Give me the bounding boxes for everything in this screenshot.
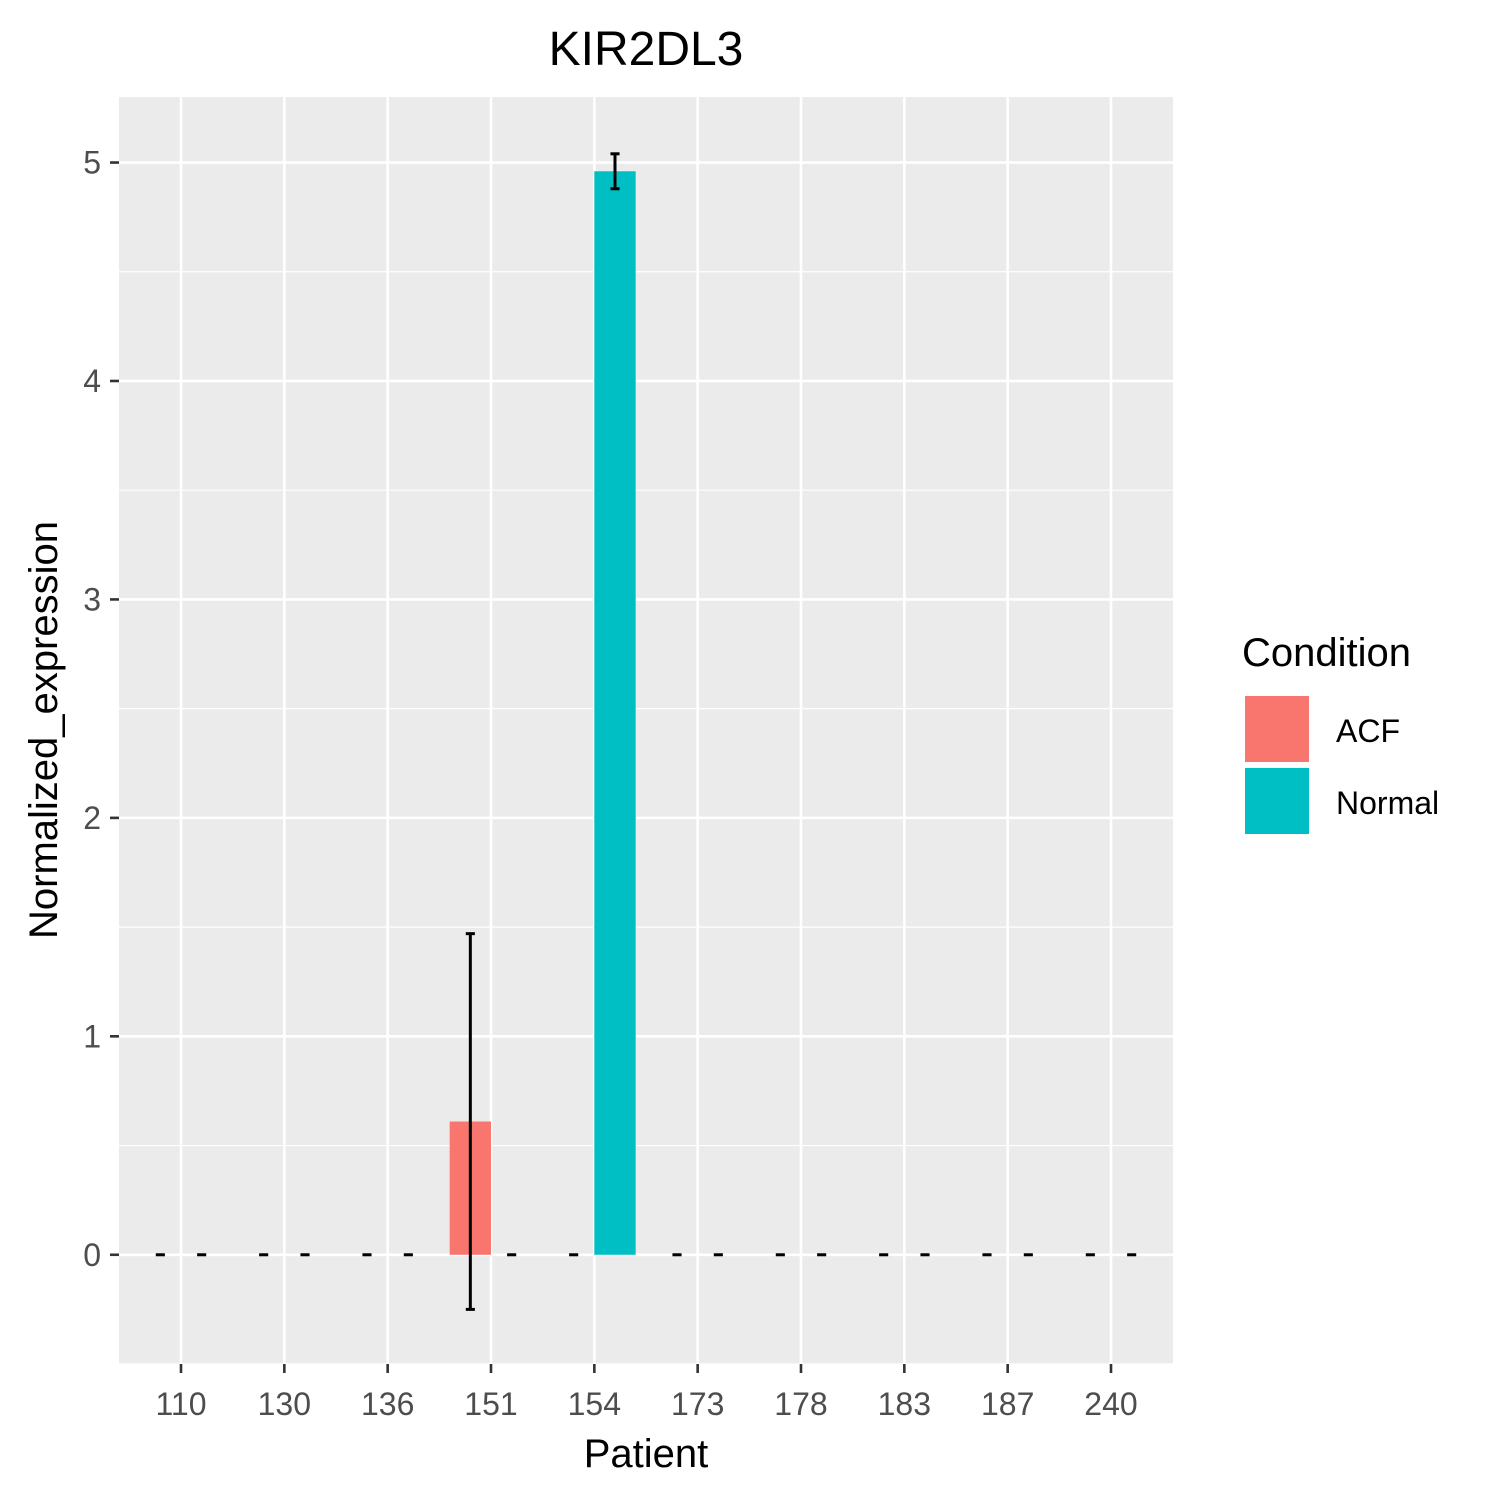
x-tick-label: 173 bbox=[671, 1386, 724, 1422]
x-tick-label: 136 bbox=[361, 1386, 414, 1422]
minor-gridlines bbox=[119, 271, 1173, 1365]
x-tick-label: 154 bbox=[568, 1386, 621, 1422]
error-bars bbox=[155, 152, 1137, 1311]
y-tick-label: 3 bbox=[83, 581, 101, 617]
legend-title: Condition bbox=[1242, 631, 1411, 675]
x-tick-label: 178 bbox=[774, 1386, 827, 1422]
y-axis: 0 1 2 3 4 5 bbox=[83, 145, 119, 1273]
y-tick-label: 4 bbox=[83, 363, 101, 399]
y-tick-label: 2 bbox=[83, 800, 101, 836]
x-tick-label: 110 bbox=[155, 1386, 206, 1422]
x-tick-label: 151 bbox=[464, 1386, 517, 1422]
x-tick-label: 130 bbox=[258, 1386, 311, 1422]
legend-label: ACF bbox=[1336, 713, 1400, 749]
y-axis-title: Normalized_expression bbox=[22, 521, 66, 939]
bar bbox=[594, 171, 636, 1255]
x-tick-label: 240 bbox=[1084, 1386, 1137, 1422]
x-tick-label: 187 bbox=[981, 1386, 1034, 1422]
legend-swatch bbox=[1243, 694, 1311, 764]
legend-items: ACF Normal bbox=[1243, 694, 1439, 836]
y-tick-label: 5 bbox=[83, 145, 101, 181]
legend: Condition ACF Normal bbox=[1242, 631, 1439, 836]
y-tick-label: 1 bbox=[83, 1018, 101, 1054]
y-tick-label: 0 bbox=[83, 1237, 101, 1273]
chart-title: KIR2DL3 bbox=[549, 23, 744, 76]
x-tick-label: 183 bbox=[878, 1386, 931, 1422]
legend-label: Normal bbox=[1336, 785, 1439, 821]
x-axis: 110 130 136 151 154 173 178 183 187 240 bbox=[155, 1364, 1138, 1422]
x-axis-title: Patient bbox=[584, 1432, 709, 1476]
major-gridlines bbox=[119, 97, 1173, 1364]
legend-swatch bbox=[1243, 766, 1311, 836]
plot-panel bbox=[119, 97, 1173, 1364]
